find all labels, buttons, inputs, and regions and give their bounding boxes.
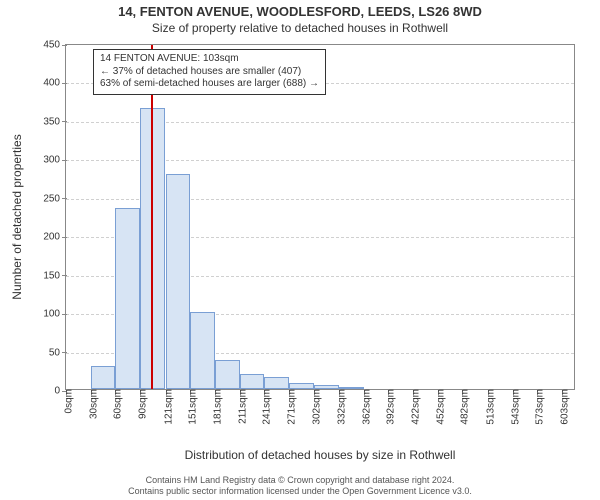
annotation-box: 14 FENTON AVENUE: 103sqm← 37% of detache… bbox=[93, 49, 326, 95]
x-tick-label: 482sqm bbox=[454, 389, 471, 425]
x-tick-label: 241sqm bbox=[256, 389, 273, 425]
y-tick-label: 350 bbox=[43, 116, 66, 127]
plot-area: 0501001502002503003504004500sqm30sqm60sq… bbox=[65, 44, 575, 390]
histogram-bar bbox=[166, 174, 191, 389]
x-tick-label: 121sqm bbox=[157, 389, 174, 425]
chart-title-line1: 14, FENTON AVENUE, WOODLESFORD, LEEDS, L… bbox=[0, 4, 600, 19]
x-tick-label: 211sqm bbox=[231, 389, 248, 424]
histogram-bar bbox=[215, 360, 240, 389]
x-tick-label: 302sqm bbox=[306, 389, 323, 425]
x-tick-label: 543sqm bbox=[504, 389, 521, 425]
x-tick-label: 513sqm bbox=[479, 389, 496, 425]
histogram-bar bbox=[190, 312, 215, 389]
x-tick-label: 573sqm bbox=[529, 389, 546, 425]
x-tick-label: 30sqm bbox=[82, 389, 99, 419]
chart-title-block: 14, FENTON AVENUE, WOODLESFORD, LEEDS, L… bbox=[0, 4, 600, 35]
histogram-bar bbox=[264, 377, 289, 389]
annotation-line: 14 FENTON AVENUE: 103sqm bbox=[100, 53, 319, 66]
histogram-bar bbox=[91, 366, 116, 389]
page-root: 14, FENTON AVENUE, WOODLESFORD, LEEDS, L… bbox=[0, 0, 600, 500]
histogram-bar bbox=[240, 374, 265, 389]
x-tick-label: 90sqm bbox=[132, 389, 149, 419]
footer-line2: Contains public sector information licen… bbox=[0, 486, 600, 497]
x-tick-label: 392sqm bbox=[380, 389, 397, 425]
footer-line1: Contains HM Land Registry data © Crown c… bbox=[0, 475, 600, 486]
footer-attribution: Contains HM Land Registry data © Crown c… bbox=[0, 475, 600, 497]
x-tick-label: 362sqm bbox=[355, 389, 372, 425]
x-tick-label: 151sqm bbox=[182, 389, 199, 425]
histogram-bar bbox=[115, 208, 140, 389]
x-tick-label: 332sqm bbox=[331, 389, 348, 425]
x-tick-label: 422sqm bbox=[405, 389, 422, 425]
annotation-line: 63% of semi-detached houses are larger (… bbox=[100, 78, 319, 91]
y-axis-label: Number of detached properties bbox=[10, 134, 24, 299]
y-tick-label: 250 bbox=[43, 193, 66, 204]
x-axis-label: Distribution of detached houses by size … bbox=[65, 448, 575, 462]
x-tick-label: 603sqm bbox=[554, 389, 571, 425]
y-tick-label: 150 bbox=[43, 270, 66, 281]
y-tick-label: 100 bbox=[43, 309, 66, 320]
x-tick-label: 60sqm bbox=[107, 389, 124, 419]
x-tick-label: 271sqm bbox=[280, 389, 297, 425]
x-tick-label: 0sqm bbox=[58, 389, 75, 413]
y-tick-label: 50 bbox=[49, 347, 66, 358]
chart-title-line2: Size of property relative to detached ho… bbox=[0, 21, 600, 35]
x-tick-label: 452sqm bbox=[429, 389, 446, 425]
y-tick-label: 200 bbox=[43, 232, 66, 243]
property-marker-line bbox=[151, 45, 153, 389]
annotation-line: ← 37% of detached houses are smaller (40… bbox=[100, 66, 319, 79]
x-tick-label: 181sqm bbox=[206, 389, 223, 425]
y-tick-label: 450 bbox=[43, 40, 66, 51]
y-tick-label: 400 bbox=[43, 78, 66, 89]
y-tick-label: 300 bbox=[43, 155, 66, 166]
